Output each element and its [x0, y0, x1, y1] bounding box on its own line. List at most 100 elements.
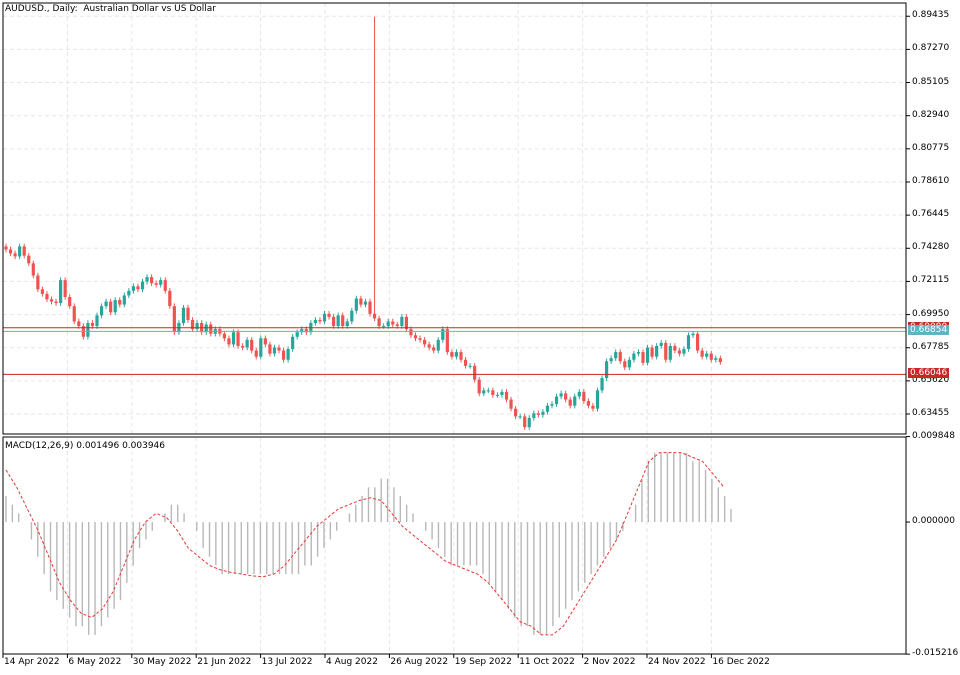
candle	[154, 280, 158, 288]
candle	[618, 349, 622, 365]
candle	[486, 387, 490, 394]
price-tick-label: 0.85105	[912, 76, 950, 87]
candle-body	[618, 352, 622, 362]
candle-body	[632, 353, 636, 360]
candle-body	[714, 358, 718, 360]
candle	[245, 337, 249, 351]
price-tick-label: 0.74280	[912, 242, 950, 253]
candle	[291, 334, 295, 352]
candle-body	[263, 338, 267, 345]
candle	[605, 358, 609, 381]
candle	[168, 288, 172, 309]
candle-body	[259, 338, 263, 357]
candle	[231, 329, 236, 348]
macd-indicator-label: MACD(12,26,9)	[5, 441, 74, 451]
candle-body	[386, 321, 390, 327]
candle	[523, 413, 527, 430]
candle-body	[454, 352, 459, 357]
candle	[668, 343, 672, 363]
candle	[582, 389, 586, 404]
candle	[209, 321, 213, 337]
candle	[45, 291, 49, 303]
candle	[345, 318, 349, 329]
candle	[277, 344, 281, 354]
candle	[172, 303, 176, 335]
candle	[127, 288, 131, 299]
candle	[354, 295, 358, 314]
candle	[632, 350, 636, 363]
candle	[527, 415, 531, 430]
candle	[241, 343, 245, 351]
candle	[327, 311, 331, 320]
candle	[623, 358, 627, 371]
candle	[696, 330, 700, 354]
candle-body	[13, 253, 17, 257]
candle-body	[40, 289, 44, 294]
candle	[122, 292, 126, 308]
candle	[559, 390, 563, 400]
candle-body	[523, 416, 527, 428]
candle	[536, 410, 540, 418]
price-tick-label: 0.67785	[912, 341, 950, 352]
candle-body	[104, 301, 108, 307]
price-tick-label: 0.82940	[912, 109, 950, 120]
candle-body	[336, 315, 340, 327]
candle	[313, 317, 317, 326]
candle	[545, 402, 550, 415]
candle	[59, 277, 63, 306]
time-tick-label: 4 Aug 2022	[326, 657, 378, 667]
candle-body	[27, 255, 31, 264]
candle-body	[423, 339, 427, 345]
candle	[495, 392, 499, 398]
candle	[682, 346, 686, 357]
candle-body	[573, 396, 577, 406]
price-tick-label: 0.76445	[912, 209, 950, 220]
candle	[286, 346, 290, 363]
candle-body	[359, 298, 363, 305]
candle	[500, 389, 504, 398]
candle-body	[700, 350, 704, 357]
candle	[363, 298, 368, 308]
candle	[445, 326, 449, 355]
candle-body	[204, 324, 208, 333]
candle	[227, 335, 231, 348]
candle-body	[514, 408, 518, 417]
candle	[181, 304, 186, 326]
candle	[427, 341, 431, 351]
candle-body	[650, 347, 654, 357]
candle	[409, 326, 413, 339]
candle-body	[327, 313, 331, 317]
candle	[4, 243, 8, 253]
candle-body	[345, 321, 349, 327]
candle-body	[686, 335, 691, 350]
candle-body	[445, 329, 449, 353]
candle-body	[86, 322, 90, 337]
candle-body	[527, 417, 531, 428]
candle	[463, 356, 468, 369]
candle	[272, 344, 277, 357]
candle-body	[72, 306, 76, 322]
price-candles	[4, 16, 722, 430]
candle-body	[614, 352, 618, 359]
candle-body	[718, 358, 722, 363]
macd-tick-label: 0.000000	[912, 516, 955, 527]
candle	[159, 277, 163, 288]
time-tick-label: 19 Sep 2022	[454, 657, 512, 667]
macd-value: 0.001496	[76, 441, 120, 451]
axis-ticks	[2, 15, 910, 658]
candle	[595, 387, 600, 412]
candle	[564, 390, 568, 403]
candle	[13, 250, 17, 260]
candle-body	[109, 301, 113, 313]
candle-body	[536, 413, 540, 415]
candle	[386, 318, 390, 329]
candle-body	[427, 344, 431, 348]
macd-panel	[5, 452, 732, 636]
candle-body	[545, 405, 550, 412]
candle	[350, 307, 354, 325]
candle	[204, 321, 208, 335]
candle	[473, 363, 477, 383]
candle	[113, 297, 117, 316]
candle-body	[477, 379, 481, 394]
